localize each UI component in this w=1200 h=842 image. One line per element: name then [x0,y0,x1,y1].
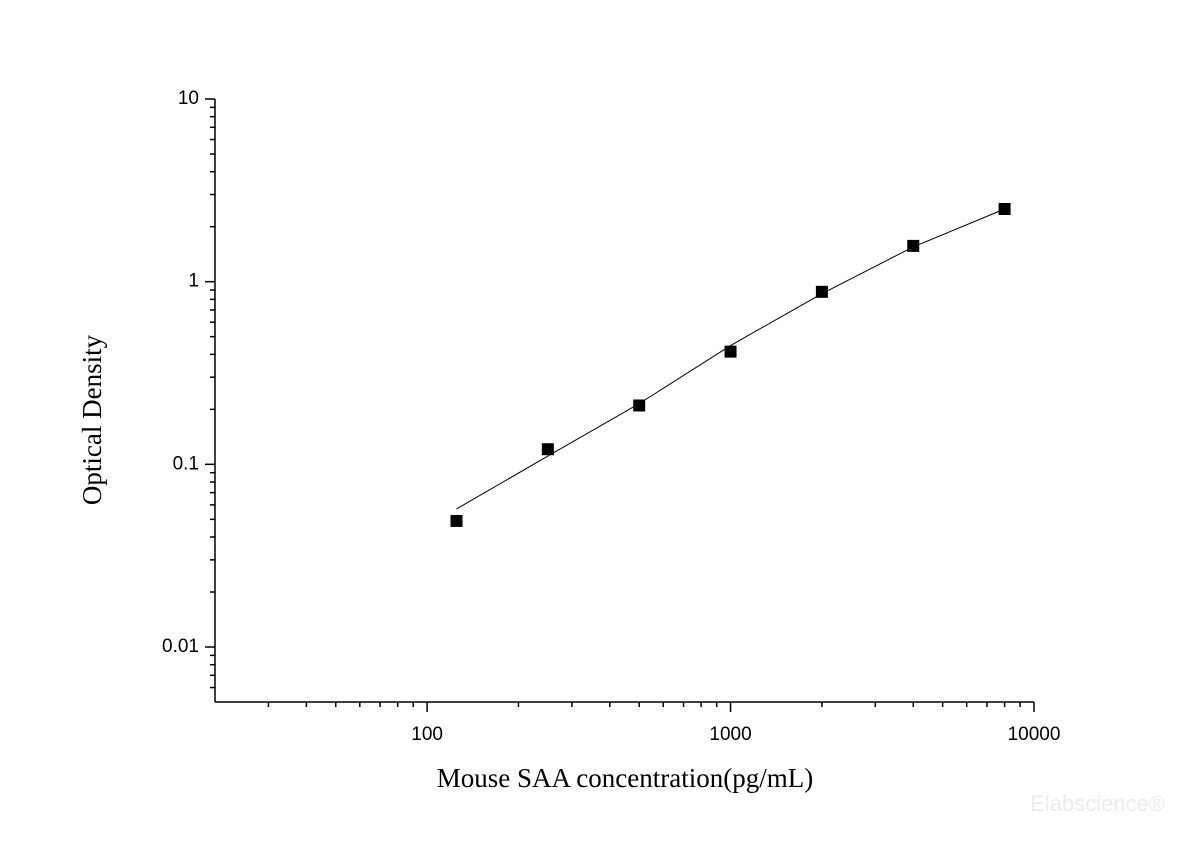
fit-curve [456,208,1005,510]
point [450,514,463,527]
x-tick-label: 1000 [709,724,751,745]
point [541,443,554,456]
y-axis-title: Optical Density [77,334,107,505]
point [633,399,646,412]
x-tick-label: 10000 [1008,724,1061,745]
y-tick-label: 1 [188,271,199,292]
point [907,239,920,252]
x-tick-label: 100 [411,724,443,745]
watermark: Elabscience® [1030,791,1165,816]
point [998,202,1011,215]
y-tick-label: 10 [178,88,199,109]
point [815,285,828,298]
y-tick-label: 0.01 [162,636,199,657]
y-tick-label: 0.1 [173,453,199,474]
point [724,345,737,358]
x-axis-title: Mouse SAA concentration(pg/mL) [437,763,813,793]
